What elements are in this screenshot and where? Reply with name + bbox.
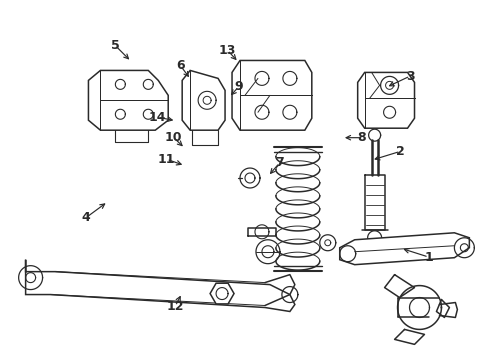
Polygon shape xyxy=(210,283,234,304)
Text: 7: 7 xyxy=(275,156,284,169)
Polygon shape xyxy=(357,72,414,128)
Text: 1: 1 xyxy=(424,251,432,264)
Text: 4: 4 xyxy=(81,211,90,224)
Text: 6: 6 xyxy=(176,59,184,72)
Text: 3: 3 xyxy=(405,69,414,82)
Text: 2: 2 xyxy=(395,145,404,158)
Polygon shape xyxy=(25,260,294,311)
Polygon shape xyxy=(182,71,224,130)
Text: 13: 13 xyxy=(218,44,236,57)
Text: 11: 11 xyxy=(158,153,175,166)
Text: 14: 14 xyxy=(149,111,166,124)
Text: 8: 8 xyxy=(356,131,365,144)
Polygon shape xyxy=(88,71,168,130)
Text: 9: 9 xyxy=(234,80,243,93)
Text: 12: 12 xyxy=(166,300,183,313)
Polygon shape xyxy=(232,60,311,130)
Text: 10: 10 xyxy=(165,131,182,144)
Polygon shape xyxy=(339,233,468,265)
Text: 5: 5 xyxy=(111,39,120,52)
